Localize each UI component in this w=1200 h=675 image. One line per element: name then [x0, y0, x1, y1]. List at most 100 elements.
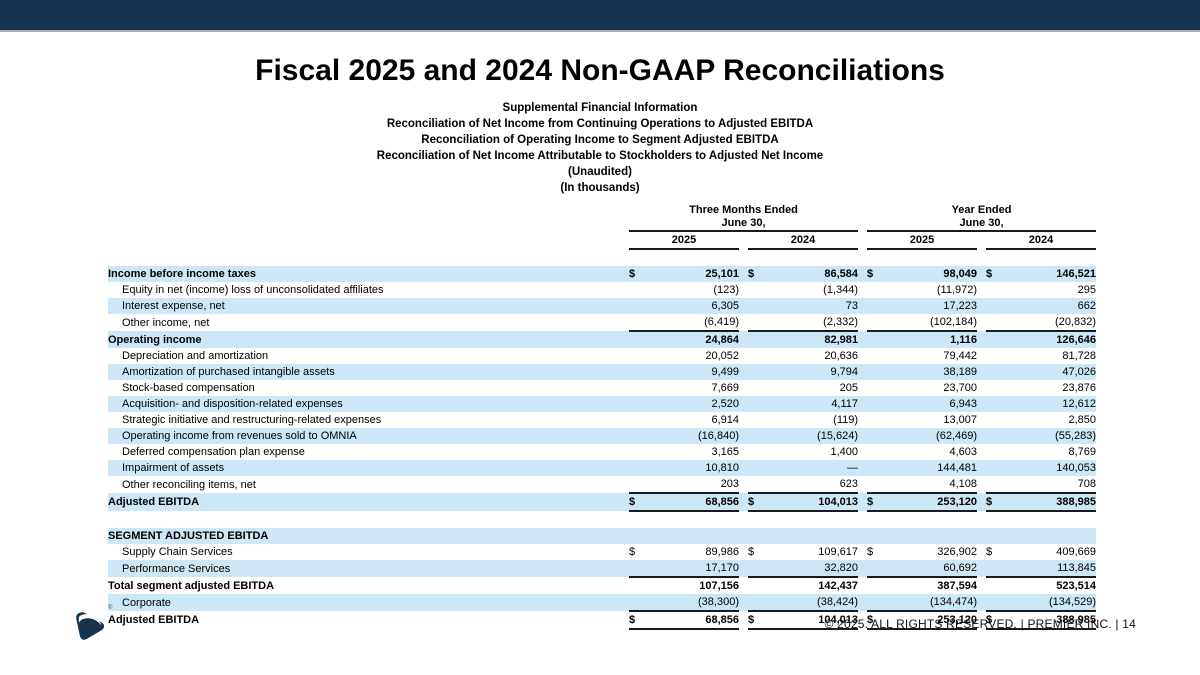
dollar-sign [867, 380, 883, 396]
value-three-months-2024: 20,636 [824, 350, 859, 362]
row-label: Adjusted EBITDA [108, 493, 629, 511]
dollar-sign: $ [867, 611, 884, 630]
value-year-2025: (102,184) [883, 314, 978, 332]
value-year-2024: 146,521 [1002, 266, 1097, 282]
dollar-sign [867, 412, 883, 428]
dollar-sign [629, 282, 645, 298]
value-three-months-2024: 9,794 [764, 364, 859, 380]
table-row: Interest expense, net 6,305 73 17,223 66… [108, 298, 1097, 314]
dollar-sign [986, 348, 1002, 364]
dollar-sign: $ [748, 611, 764, 630]
value-year-2024: 81,728 [1062, 350, 1097, 362]
dollar-sign [986, 282, 1002, 298]
value-year-2025: 144,481 [883, 460, 978, 476]
dollar-sign [629, 476, 645, 494]
dollar-sign [867, 282, 883, 298]
dollar-sign [986, 314, 1003, 332]
value-three-months-2024: (2,332) [764, 314, 859, 332]
row-label: Other reconciling items, net [122, 478, 256, 491]
value-three-months-2025: 10,810 [645, 460, 739, 476]
dollar-sign [629, 348, 645, 364]
row-label: Acquisition- and disposition-related exp… [108, 396, 629, 412]
table-row: Impairment of assets 10,810 — 144,481 14… [108, 460, 1097, 476]
table-row: Corporate (38,300) (38,424) (134,474) (1… [108, 594, 1097, 612]
dollar-sign [867, 444, 883, 460]
top-bar [0, 0, 1200, 32]
row-label: Operating income from revenues sold to O… [108, 428, 629, 444]
value-three-months-2024: 73 [764, 298, 859, 314]
dollar-sign [986, 476, 1003, 494]
row-label: Strategic initiative and restructuring-r… [122, 414, 382, 426]
value-three-months-2025: 25,101 [645, 266, 739, 282]
dollar-sign [986, 528, 1003, 544]
dollar-sign [629, 428, 645, 444]
value-year-2024: 126,646 [1002, 331, 1097, 348]
row-label: Performance Services [108, 560, 629, 577]
dollar-sign: $ [986, 493, 1003, 512]
value-three-months-2024: 623 [764, 476, 859, 494]
dollar-sign [748, 331, 764, 348]
value-year-2024: 12,612 [1002, 396, 1097, 412]
table-row: Adjusted EBITDA $ 68,856 $ 104,013 $ 253… [108, 493, 1097, 512]
dollar-sign [748, 460, 764, 476]
dollar-sign [748, 412, 764, 428]
value-three-months-2024: 82,981 [764, 331, 859, 348]
row-label: Deferred compensation plan expense [122, 446, 305, 458]
value-three-months-2025: 20,052 [705, 350, 739, 362]
value-year-2025: 13,007 [943, 414, 978, 426]
dollar-sign [629, 331, 645, 348]
value-three-months-2025: 3,165 [711, 446, 739, 458]
table-row: Acquisition- and disposition-related exp… [108, 396, 1097, 412]
row-label: Amortization of purchased intangible ass… [108, 364, 629, 380]
row-label: Other income, net [122, 316, 210, 329]
value-three-months-2024: (38,424) [764, 594, 859, 612]
table-row: Income before income taxes $ 25,101 $ 86… [108, 266, 1097, 282]
table-row: Strategic initiative and restructuring-r… [108, 412, 1096, 428]
subtitle-line: Reconciliation of Net Income Attributabl… [376, 150, 824, 162]
table-row: Adjusted EBITDA $ 68,856 $ 104,013 $ 253… [108, 611, 1097, 630]
row-label: Supply Chain Services [122, 546, 233, 558]
value-three-months-2024: 109,617 [818, 546, 859, 558]
dollar-sign [867, 364, 884, 380]
value-year-2024: (55,283) [1002, 428, 1097, 444]
value-three-months-2025: (16,840) [645, 428, 739, 444]
value-three-months-2025: 203 [645, 476, 739, 494]
value-year-2025: 79,442 [943, 350, 978, 362]
value-three-months-2025: 7,669 [711, 382, 739, 394]
value-three-months-2025: 17,170 [645, 560, 739, 578]
dollar-sign [629, 396, 645, 412]
dollar-sign [748, 444, 764, 460]
dollar-sign [986, 396, 1003, 412]
year-header: 2025 [629, 231, 739, 250]
dollar-sign [629, 412, 645, 428]
row-label: Adjusted EBITDA [108, 614, 200, 626]
table-row: Operating income 24,864 82,981 1,116 126… [108, 331, 1097, 348]
dollar-sign [629, 298, 645, 314]
table-row: Depreciation and amortization 20,052 20,… [108, 348, 1096, 364]
value-year-2025: 253,120 [883, 493, 978, 512]
dollar-sign [629, 528, 645, 544]
value-three-months-2025: (6,419) [645, 314, 739, 332]
table-row: Deferred compensation plan expense 3,165… [108, 444, 1096, 460]
dollar-sign [748, 348, 764, 364]
value-three-months-2024: 32,820 [764, 560, 859, 578]
value-year-2025: 38,189 [883, 364, 978, 380]
value-three-months-2024: (1,344) [823, 284, 859, 296]
subtitle-line: (Unaudited) [568, 166, 632, 178]
value-year-2024: 662 [1002, 298, 1097, 314]
dollar-sign: $ [629, 493, 645, 512]
dollar-sign [748, 298, 764, 314]
value-year-2025: (62,469) [883, 428, 978, 444]
value-year-2024: (20,832) [1002, 314, 1097, 332]
dollar-sign [986, 460, 1003, 476]
dollar-sign [748, 364, 764, 380]
table-row: SEGMENT ADJUSTED EBITDA [108, 528, 1097, 544]
premier-logo [76, 612, 105, 640]
value-three-months-2024: 104,013 [764, 611, 859, 630]
value-year-2025: (134,474) [883, 594, 978, 612]
value-year-2024: 523,514 [1056, 580, 1097, 592]
dollar-sign [867, 396, 884, 412]
table-row: Other reconciling items, net 203 623 4,1… [108, 476, 1097, 494]
value-year-2025: 326,902 [937, 546, 978, 558]
dollar-sign [986, 364, 1003, 380]
